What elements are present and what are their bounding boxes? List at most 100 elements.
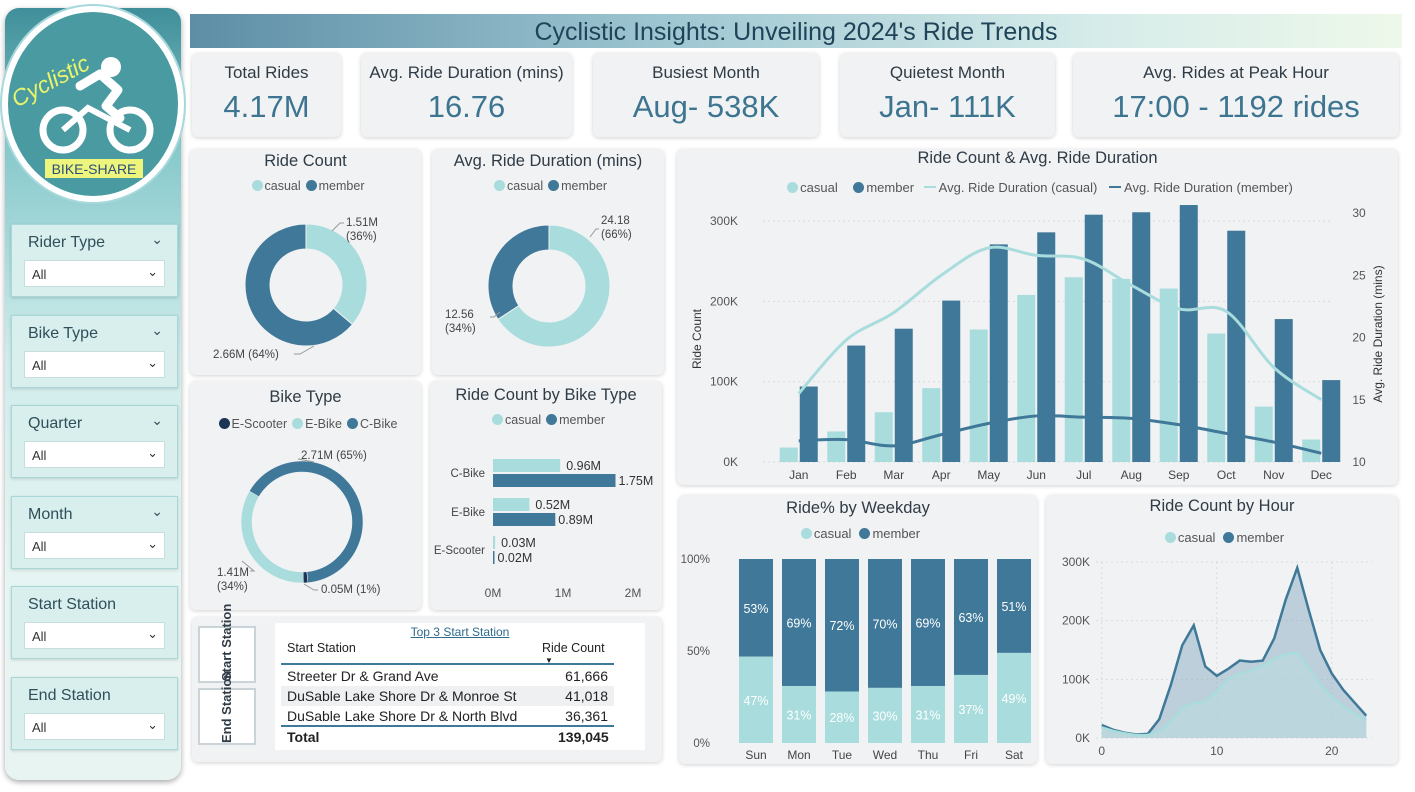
x-tick-label: Jul xyxy=(1076,468,1091,482)
filter-dropdown[interactable]: All ⌄ xyxy=(24,713,165,740)
filter-dropdown[interactable]: All ⌄ xyxy=(24,441,165,468)
legend-casual: casual xyxy=(813,526,852,541)
series-casual-line xyxy=(1101,650,1367,737)
bar-member-e-scooter xyxy=(493,551,495,564)
bar-member-nov xyxy=(1274,319,1293,462)
legend-member: member xyxy=(1236,530,1285,545)
bar-data-label: 69% xyxy=(786,616,811,630)
y-axis-label: Ride Count xyxy=(690,308,704,369)
logo-tag: BIKE-SHARE xyxy=(52,161,137,177)
bar-member-e-bike xyxy=(493,513,556,526)
y-tick-label: 100% xyxy=(681,554,710,566)
filter-dropdown[interactable]: All ⌄ xyxy=(24,622,165,649)
dropdown-value: All xyxy=(32,267,47,282)
hourly-panel: Ride Count by Hour casual member 0K 100K 20… xyxy=(1046,495,1398,764)
logo-badge: Cyclistic BIKE-SHARE xyxy=(2,6,184,202)
start-station-toggle[interactable]: Start Station xyxy=(198,603,256,683)
data-label-casual: 1.51M (36%) xyxy=(346,217,378,243)
row-count: 61,666 xyxy=(565,668,608,684)
chevron-down-icon: ⌄ xyxy=(147,626,158,641)
legend-line-member-icon xyxy=(1109,186,1122,188)
x-tick-label: Sep xyxy=(1168,468,1190,482)
table-row[interactable]: Streeter Dr & Grand Ave 61,666 xyxy=(281,666,614,686)
filter-label: Quarter xyxy=(28,415,83,432)
legend-casual: casual xyxy=(800,180,838,195)
bar-data-label: 72% xyxy=(829,619,854,633)
legend-casual: casual xyxy=(505,413,542,427)
bar-member-jun xyxy=(1037,232,1056,462)
collapse-chevron-icon[interactable]: ⌄ xyxy=(151,231,163,247)
avg-duration-donut: 24.18 (66%) 12.56 (34%) xyxy=(445,215,632,348)
x-tick-label: Feb xyxy=(836,468,857,482)
bar-casual-fri xyxy=(954,674,988,743)
y2-tick-label: 25 xyxy=(1352,268,1366,282)
bar-casual-sat xyxy=(997,652,1031,743)
leader-line xyxy=(294,345,315,355)
chart-title: Avg. Ride Duration (mins) xyxy=(453,152,643,170)
data-label-e-scooter: 0.05M (1%) xyxy=(321,584,381,596)
collapse-chevron-icon[interactable]: ⌄ xyxy=(151,322,163,338)
bar-member-sat xyxy=(997,559,1031,653)
bar-member-jan xyxy=(799,386,818,462)
filter-month: Month ⌄ All ⌄ xyxy=(11,496,178,569)
bar-data-label: 37% xyxy=(958,703,983,717)
legend-casual: casual xyxy=(264,179,301,193)
chart-legend: casual member xyxy=(679,526,1037,541)
bar-data-label: 49% xyxy=(1001,692,1026,706)
bar-data-label: 53% xyxy=(743,602,768,616)
x-tick-label: Mon xyxy=(787,748,810,762)
x-tick-label: 2M xyxy=(625,586,642,600)
table-row[interactable]: DuSable Lake Shore Dr & North Blvd 36,36… xyxy=(281,706,614,726)
bar-member-dec xyxy=(1322,380,1341,462)
filter-dropdown[interactable]: All ⌄ xyxy=(24,260,165,287)
chart-legend: casual member xyxy=(1046,530,1398,545)
column-header-count[interactable]: Ride Count xyxy=(542,641,605,655)
bar-member-mar xyxy=(894,328,913,462)
end-station-toggle[interactable]: End Station xyxy=(198,670,256,745)
kpi-title: Total Rides xyxy=(224,63,309,82)
y-tick-label: 0K xyxy=(723,455,738,469)
y2-tick-label: 20 xyxy=(1352,331,1366,345)
x-tick-label: Fri xyxy=(964,748,978,762)
y2-tick-label: 10 xyxy=(1352,455,1366,469)
x-tick-label: 20 xyxy=(1325,744,1339,758)
bar-data-label: 28% xyxy=(829,711,854,725)
bar-casual-mon xyxy=(782,685,816,743)
x-tick-label: Mar xyxy=(883,468,904,482)
filter-dropdown[interactable]: All ⌄ xyxy=(24,532,165,559)
collapse-chevron-icon[interactable]: ⌄ xyxy=(151,412,163,428)
filter-rider-type: Rider Type ⌄ All ⌄ xyxy=(11,224,178,297)
legend-ebike: E-Bike xyxy=(305,417,342,431)
row-station: DuSable Lake Shore Dr & Monroe St xyxy=(287,688,517,704)
chart-title: Ride Count by Hour xyxy=(1149,497,1295,515)
table-row[interactable]: DuSable Lake Shore Dr & Monroe St 41,018 xyxy=(281,686,614,706)
monthly-combo-panel: Ride Count & Avg. Ride Duration casual m… xyxy=(677,149,1398,485)
chart-title: Ride Count & Avg. Ride Duration xyxy=(917,149,1158,167)
weekday-stacked-chart: 0% 50% 100% 53% 47% Sun 69% 31% Mon 72% 28% Tue 70% 3… xyxy=(681,554,1031,762)
kpi-title: Busiest Month xyxy=(652,63,760,82)
x-tick-label: 1M xyxy=(555,586,572,600)
bar-casual-may xyxy=(969,329,988,462)
toggle-label: End Station xyxy=(219,670,234,743)
filter-end-station: End Station All ⌄ xyxy=(11,677,178,750)
bar-member-may xyxy=(989,244,1008,462)
bar-category-label: E-Scooter xyxy=(434,545,485,557)
bar-data-label: 69% xyxy=(915,616,940,630)
filter-dropdown[interactable]: All ⌄ xyxy=(24,351,165,378)
leader-line xyxy=(241,560,256,572)
bar-data-label: 31% xyxy=(786,708,811,722)
bar-member-thu xyxy=(911,559,945,686)
y2-tick-label: 30 xyxy=(1352,206,1366,220)
dropdown-value: All xyxy=(32,358,47,373)
line-avg-duration-casual xyxy=(797,245,1323,401)
filter-start-station: Start Station All ⌄ xyxy=(11,586,178,659)
leader-line xyxy=(589,228,599,238)
y-tick-label: 0K xyxy=(1075,731,1090,745)
column-header-station[interactable]: Start Station xyxy=(287,641,356,655)
filter-label: Bike Type xyxy=(28,325,98,342)
dropdown-value: All xyxy=(32,720,47,735)
legend-cbike: C-Bike xyxy=(359,417,398,431)
legend-line-casual-icon xyxy=(923,186,936,188)
collapse-chevron-icon[interactable]: ⌄ xyxy=(151,503,163,519)
